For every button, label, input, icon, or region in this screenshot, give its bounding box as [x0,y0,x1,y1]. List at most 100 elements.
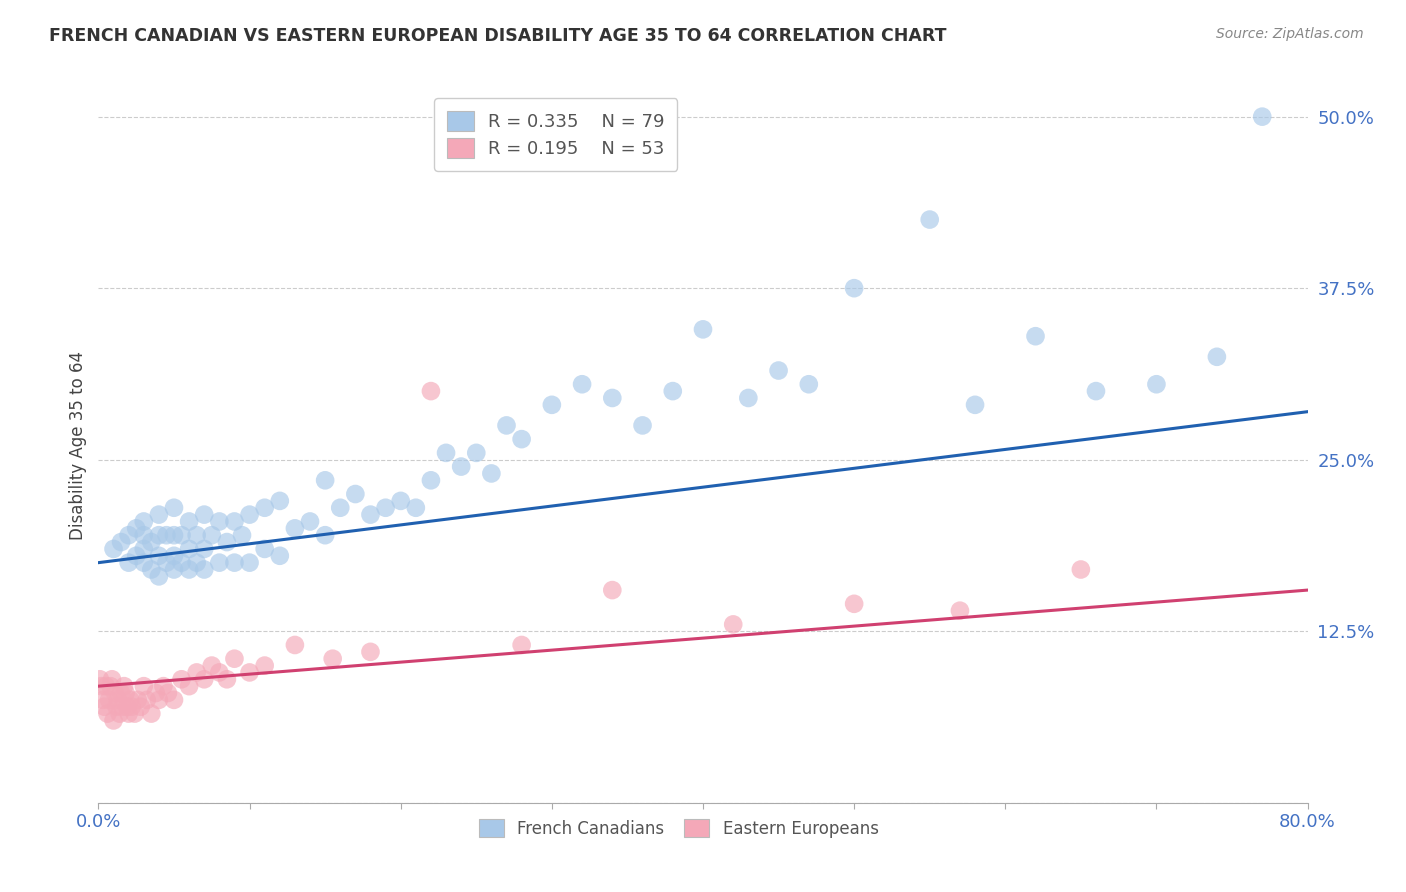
Point [208,556,231,570]
Point [148,569,170,583]
Point [186,528,208,542]
Point [148,693,170,707]
Point [118,706,141,721]
Point [1085,384,1108,398]
Point [602,391,624,405]
Point [163,500,186,515]
Point [208,665,231,680]
Point [450,459,472,474]
Point [239,665,262,680]
Point [148,508,170,522]
Point [768,363,790,377]
Point [125,521,148,535]
Point [186,665,208,680]
Point [374,500,396,515]
Point [723,617,745,632]
Point [269,494,291,508]
Point [91,693,114,707]
Legend: French Canadians, Eastern Europeans: French Canadians, Eastern Europeans [472,813,886,845]
Point [179,541,201,556]
Point [155,528,177,542]
Point [1024,329,1046,343]
Point [661,384,683,398]
Point [110,686,132,700]
Point [314,473,336,487]
Point [299,515,322,529]
Point [571,377,593,392]
Point [156,686,179,700]
Point [98,693,121,707]
Point [322,651,344,665]
Point [155,556,177,570]
Point [314,528,336,542]
Point [132,556,155,570]
Point [284,638,307,652]
Point [141,535,163,549]
Point [103,714,125,728]
Point [284,521,307,535]
Point [152,679,174,693]
Text: Source: ZipAtlas.com: Source: ZipAtlas.com [1216,27,1364,41]
Point [224,651,246,665]
Point [224,515,246,529]
Point [118,528,141,542]
Point [481,467,503,481]
Point [949,604,972,618]
Point [844,281,866,295]
Point [141,706,163,721]
Point [965,398,987,412]
Point [631,418,654,433]
Point [737,391,759,405]
Point [193,508,215,522]
Point [112,679,135,693]
Point [108,706,131,721]
Point [215,673,238,687]
Point [918,212,941,227]
Point [118,556,141,570]
Point [132,515,155,529]
Point [148,549,170,563]
Point [132,528,155,542]
Point [186,556,208,570]
Point [389,494,412,508]
Y-axis label: Disability Age 35 to 64: Disability Age 35 to 64 [69,351,87,541]
Point [239,556,262,570]
Point [253,658,276,673]
Point [96,706,118,721]
Point [208,515,231,529]
Point [510,638,533,652]
Point [844,597,866,611]
Point [1144,377,1167,392]
Point [103,541,125,556]
Point [692,322,714,336]
Point [125,549,148,563]
Point [344,487,367,501]
Point [253,541,276,556]
Point [215,535,238,549]
Point [132,541,155,556]
Point [120,693,142,707]
Point [602,583,624,598]
Point [1070,562,1092,576]
Point [360,645,382,659]
Point [163,562,186,576]
Point [179,679,201,693]
Point [179,515,201,529]
Point [94,679,117,693]
Point [111,699,134,714]
Point [110,535,132,549]
Point [239,508,262,522]
Point [170,528,193,542]
Point [510,432,533,446]
Point [434,446,457,460]
Point [179,562,201,576]
Point [148,528,170,542]
Point [797,377,820,392]
Point [135,693,157,707]
Point [93,699,115,714]
Point [224,556,246,570]
Point [1251,110,1274,124]
Point [420,384,443,398]
Point [90,679,112,693]
Point [1206,350,1229,364]
